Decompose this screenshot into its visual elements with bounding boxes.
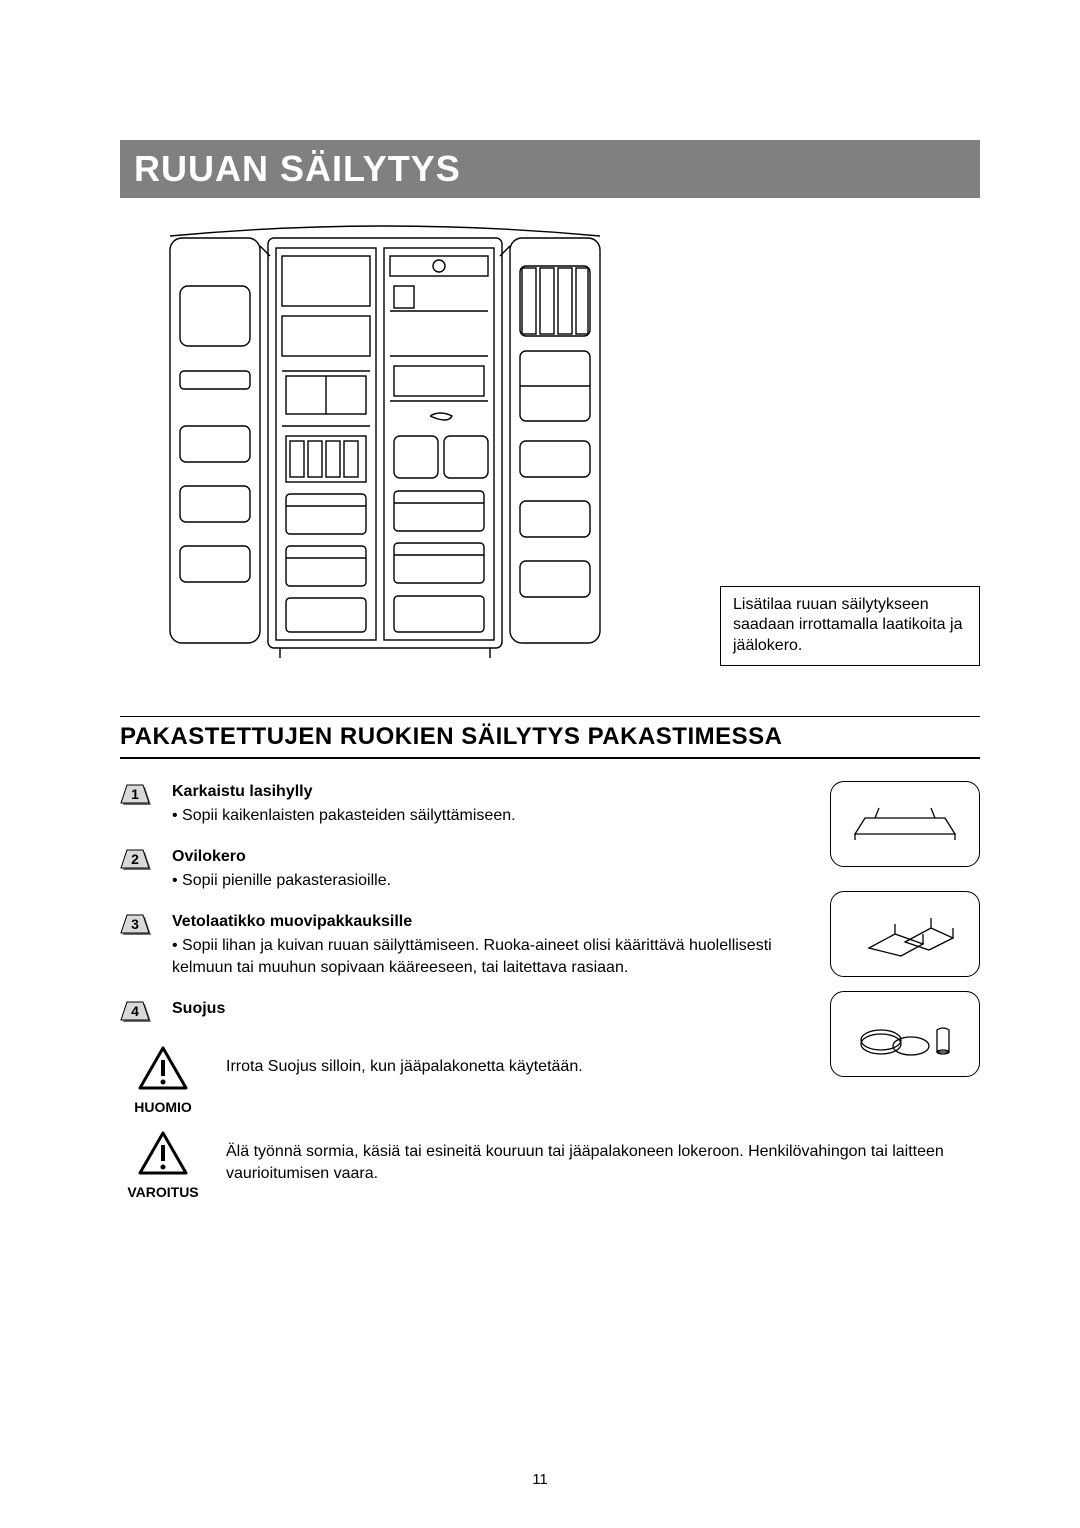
item-1-illustration bbox=[830, 781, 980, 867]
number-badge-3: 3 bbox=[120, 911, 154, 939]
item-2-title: Ovilokero bbox=[172, 846, 800, 868]
items-list: 1 Karkaistu lasihylly • Sopii kaikenlais… bbox=[120, 781, 980, 1200]
item-3-desc: • Sopii lihan ja kuivan ruuan säilyttämi… bbox=[172, 935, 800, 978]
item-3-illustration bbox=[830, 991, 980, 1077]
svg-text:2: 2 bbox=[131, 851, 139, 867]
page-number: 11 bbox=[0, 1471, 1080, 1488]
number-badge-4: 4 bbox=[120, 998, 154, 1026]
section-heading: PAKASTETTUJEN RUOKIEN SÄILYTYS PAKASTIME… bbox=[120, 716, 980, 759]
fridge-illustration-area: KÄYTTÖOHJEET Lisätilaa ruuan säilytyksee… bbox=[120, 216, 980, 676]
item-2-desc: • Sopii pienille pakasterasioille. bbox=[172, 870, 800, 892]
warning-icon bbox=[138, 1131, 188, 1175]
item-1-desc: • Sopii kaikenlaisten pakasteiden säilyt… bbox=[172, 805, 800, 827]
warning-icon bbox=[138, 1046, 188, 1090]
item-3-title: Vetolaatikko muovipakkauksille bbox=[172, 911, 800, 933]
item-1-title: Karkaistu lasihylly bbox=[172, 781, 800, 803]
svg-text:3: 3 bbox=[131, 916, 139, 932]
svg-text:4: 4 bbox=[131, 1003, 139, 1019]
item-2-illustration bbox=[830, 891, 980, 977]
storage-note: Lisätilaa ruuan säilytykseen saadaan irr… bbox=[720, 586, 980, 666]
warning-varoitus: VAROITUS Älä työnnä sormia, käsiä tai es… bbox=[120, 1131, 980, 1200]
fridge-diagram bbox=[150, 216, 620, 666]
svg-text:1: 1 bbox=[131, 786, 139, 802]
number-badge-2: 2 bbox=[120, 846, 154, 874]
warning-text-huomio: Irrota Suojus silloin, kun jääpalakonett… bbox=[226, 1046, 583, 1078]
number-badge-1: 1 bbox=[120, 781, 154, 809]
warning-text-varoitus: Älä työnnä sormia, käsiä tai esineitä ko… bbox=[226, 1131, 980, 1184]
warning-label-huomio: HUOMIO bbox=[120, 1099, 206, 1115]
warning-label-varoitus: VAROITUS bbox=[120, 1184, 206, 1200]
item-4-title: Suojus bbox=[172, 998, 800, 1020]
page-title-bar: RUUAN SÄILYTYS bbox=[120, 140, 980, 198]
